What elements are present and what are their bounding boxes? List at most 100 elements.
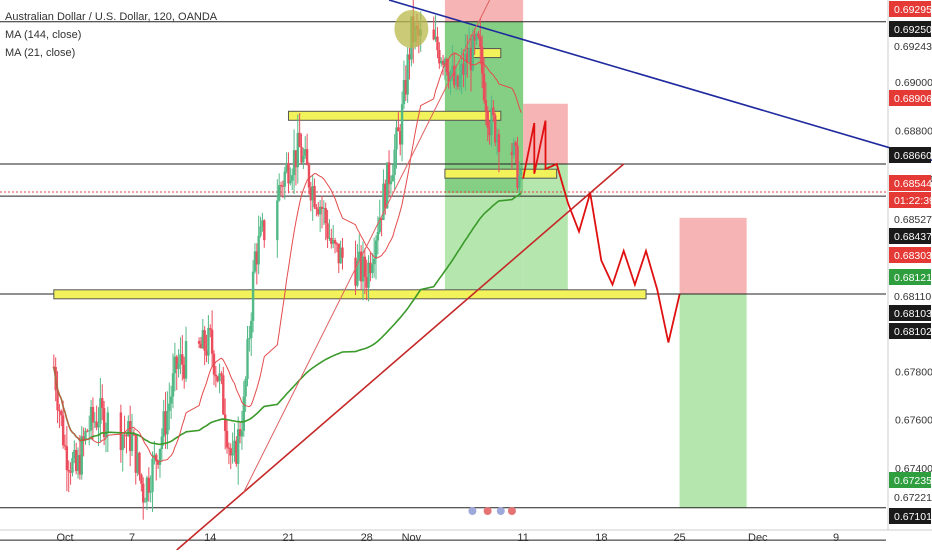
- price-tag-label: 0.68906: [894, 93, 932, 105]
- candle-body: [376, 231, 380, 241]
- x-tick-label: 14: [204, 532, 216, 544]
- candle-body: [391, 174, 394, 182]
- price-tag-label: 0.68660: [894, 150, 932, 162]
- event-marker: [468, 507, 477, 515]
- candle-body: [205, 350, 208, 356]
- price-tag-label: 0.68102: [894, 326, 932, 338]
- candle-body: [179, 354, 182, 364]
- candle-body: [462, 63, 465, 75]
- candle-body: [210, 329, 214, 354]
- price-tag-label: 0.67221: [894, 492, 932, 504]
- price-tag-bg: [889, 90, 931, 106]
- candle-body: [399, 131, 402, 145]
- candle-body: [182, 364, 186, 379]
- candle-body: [356, 260, 359, 286]
- projection-path: [522, 120, 681, 343]
- y-tick-label: 0.67800: [895, 366, 932, 378]
- price-tag-bg: [889, 269, 931, 285]
- long-position-active-zone: [444, 21, 524, 193]
- ma-long-legend[interactable]: MA (144, close): [5, 29, 82, 41]
- candle-body: [477, 33, 480, 37]
- price-tag-label: 01:22:39: [894, 195, 932, 207]
- candle-body: [520, 169, 523, 176]
- candle-body: [82, 436, 85, 440]
- candle-body: [177, 363, 180, 369]
- moving-averages: [53, 52, 522, 462]
- symbol-title[interactable]: Australian Dollar / U.S. Dollar, 120, OA…: [5, 11, 218, 23]
- red-trendline: [176, 163, 625, 551]
- candle-body: [359, 251, 363, 282]
- candle-body: [447, 71, 450, 82]
- candle-body: [147, 477, 151, 493]
- price-tag-bg: [889, 21, 931, 37]
- candle-body: [248, 338, 251, 340]
- candle-body: [257, 235, 260, 265]
- candle-body: [220, 373, 223, 376]
- candle-body: [471, 34, 475, 71]
- price-tag-bg: [889, 508, 931, 524]
- price-tag-label: 0.68110: [894, 291, 931, 303]
- candle-body: [214, 374, 218, 377]
- price-tag-label: 0.69295: [894, 4, 932, 16]
- candle-body: [175, 356, 178, 369]
- x-tick-label: 28: [361, 532, 373, 544]
- short-position-2-target-zone: [679, 294, 747, 508]
- support-zone: [53, 289, 647, 300]
- candle-body: [261, 220, 264, 227]
- candle-body: [313, 186, 316, 208]
- candle-body: [335, 243, 339, 245]
- candle-body: [495, 134, 499, 143]
- candle-body: [101, 398, 104, 409]
- candle-body: [402, 80, 406, 105]
- candle-body: [339, 247, 342, 264]
- candle-body: [438, 49, 441, 64]
- x-tick-label: 7: [129, 532, 135, 544]
- candle-body: [158, 449, 162, 465]
- candle-body: [482, 73, 486, 101]
- candle-body: [441, 60, 445, 65]
- candle-body: [246, 339, 249, 380]
- candle-body: [331, 240, 335, 244]
- price-tag-bg: [889, 211, 931, 227]
- candle-body: [86, 430, 89, 432]
- candle-body: [99, 398, 102, 424]
- candle-body: [492, 107, 495, 116]
- y-tick-label: 0.67400: [895, 463, 932, 475]
- candle-body: [371, 264, 374, 274]
- candle-body: [169, 396, 173, 404]
- candle-body: [389, 181, 393, 185]
- support-zone: [444, 168, 558, 179]
- candle-body: [406, 54, 409, 95]
- candle-body: [73, 450, 76, 459]
- price-tag-label: 0.68103: [894, 308, 932, 320]
- candle-body: [337, 243, 340, 264]
- candle-body: [251, 271, 255, 321]
- price-tag-bg: [889, 323, 931, 339]
- price-tag-label: 0.68527: [894, 214, 932, 226]
- candle-body: [296, 132, 299, 168]
- candle-body: [134, 435, 137, 473]
- candle-body: [320, 206, 324, 209]
- candle-body: [466, 53, 469, 62]
- short-position-2-stop-zone: [679, 217, 747, 295]
- top-circle-marker: [394, 9, 429, 48]
- candle-body: [382, 183, 385, 220]
- ma-short-legend[interactable]: MA (21, close): [5, 47, 76, 59]
- candle-body: [164, 411, 167, 435]
- candle-body: [291, 175, 294, 181]
- y-tick-label: 0.69000: [895, 77, 932, 89]
- price-tag-bg: [889, 175, 931, 191]
- candle-body: [497, 134, 501, 152]
- candle-body: [467, 48, 471, 62]
- x-tick-label: 18: [595, 532, 607, 544]
- candle-body: [374, 240, 378, 259]
- candle-body: [283, 171, 286, 187]
- candle-body: [330, 237, 333, 244]
- candle-body: [372, 258, 376, 265]
- candle-body: [488, 127, 491, 136]
- x-tick-label: 11: [517, 532, 528, 544]
- candle-body: [91, 406, 95, 423]
- candle-body: [493, 115, 497, 143]
